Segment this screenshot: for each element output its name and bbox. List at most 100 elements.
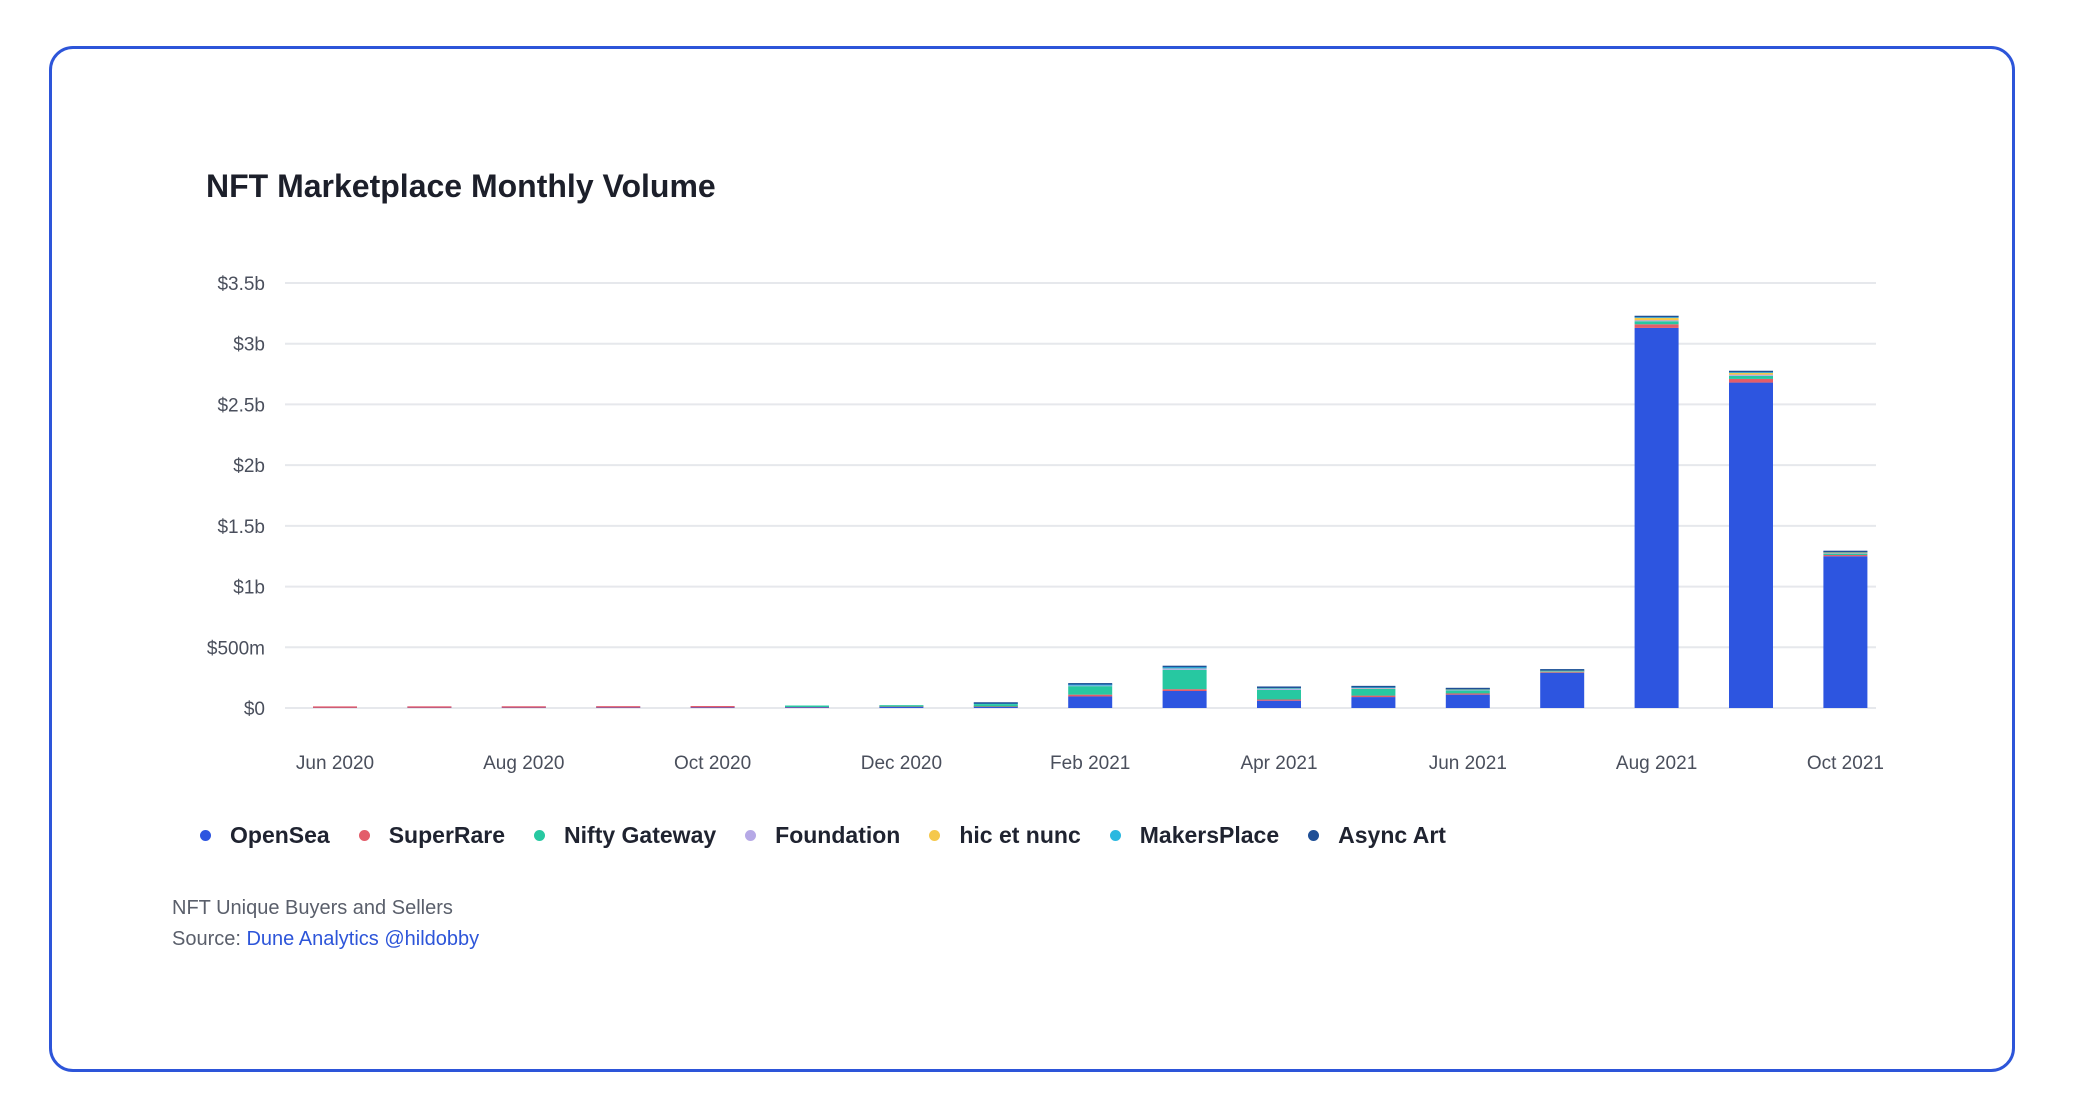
bar-segment (973, 706, 1018, 708)
bar-segment (1729, 382, 1773, 708)
bar-segment (313, 706, 357, 708)
bar-segment (1162, 666, 1207, 669)
x-tick-label: Jun 2021 (1429, 753, 1507, 774)
x-tick-label: Jun 2020 (296, 753, 374, 774)
legend-label: hic et nunc (959, 822, 1081, 848)
legend-label: Async Art (1338, 822, 1446, 848)
bar-segment (1729, 378, 1773, 383)
legend-dot-icon (200, 830, 211, 841)
bar-segment (973, 702, 1018, 704)
y-tick-label: $1b (233, 578, 265, 599)
bar-segment (1445, 687, 1490, 690)
y-tick-label: $3.5b (217, 274, 265, 295)
y-tick-label: $2b (233, 456, 265, 477)
legend-label: Nifty Gateway (564, 822, 717, 848)
source-line: Source: Dune Analytics @hildobby (172, 924, 479, 955)
legend-label: MakersPlace (1139, 822, 1280, 848)
bar-segment (1162, 691, 1207, 708)
bar-segment (1445, 694, 1490, 708)
footer-caption: NFT Unique Buyers and Sellers (172, 897, 453, 919)
bar-segment (1162, 689, 1207, 691)
bar-segment (1634, 327, 1679, 708)
bars (313, 315, 1868, 708)
legend-dot-icon (358, 830, 370, 841)
legend-label: OpenSea (230, 822, 330, 848)
legend-item[interactable]: MakersPlace (1109, 822, 1280, 849)
y-tick-label: $500m (207, 638, 265, 659)
bar-segment (1257, 686, 1301, 688)
y-tick-label: $1.5b (217, 517, 265, 538)
bar-segment (1823, 554, 1868, 557)
bar-segment (596, 706, 641, 708)
bar-segment (1729, 375, 1773, 379)
bar-segment (1729, 374, 1773, 376)
bar-segment (1445, 690, 1490, 694)
bar-segment (1351, 688, 1396, 696)
bar-segment (1257, 699, 1301, 701)
bar-segment (1162, 668, 1207, 670)
y-tick-label: $0 (244, 699, 265, 720)
y-tick-label: $2.5b (217, 395, 265, 416)
bar-segment (1540, 672, 1585, 708)
bar-segment (407, 706, 452, 708)
x-tick-label: Aug 2021 (1616, 753, 1697, 774)
bar-segment (1823, 553, 1868, 555)
y-tick-label: $3b (233, 335, 265, 356)
legend: OpenSea SuperRare Nifty Gateway Foundation h… (200, 822, 1475, 849)
bar-segment (1823, 550, 1868, 553)
bar-segment (1068, 696, 1113, 708)
bar-segment (1068, 683, 1113, 685)
legend-label: SuperRare (388, 822, 506, 848)
x-axis-labels: Jun 2020 Aug 2020 Oct 2020 Dec 2020 Feb 2021… (296, 753, 1884, 774)
bar-segment (1634, 317, 1679, 321)
bar-segment (1823, 556, 1868, 708)
bar-segment (1445, 693, 1490, 695)
legend-dot-icon (1109, 830, 1121, 841)
x-tick-label: Oct 2020 (674, 753, 751, 774)
chart-card (49, 46, 2015, 1072)
x-tick-label: Dec 2020 (861, 753, 942, 774)
bar-segment (1634, 315, 1679, 318)
chart-footer: NFT Unique Buyers and Sellers Source: Du… (172, 893, 479, 955)
source-link[interactable]: Dune Analytics @hildobby (246, 928, 480, 950)
bar-segment (1162, 665, 1207, 668)
bar-segment (1068, 694, 1113, 697)
bar-segment (690, 706, 735, 708)
bar-segment (1351, 697, 1396, 708)
x-tick-label: Aug 2020 (483, 753, 564, 774)
legend-item[interactable]: Foundation (745, 822, 900, 849)
bar-segment (501, 706, 546, 708)
bar-segment (1351, 685, 1396, 688)
legend-item[interactable]: Async Art (1308, 822, 1446, 849)
bar-segment (1257, 700, 1301, 708)
x-tick-label: Oct 2021 (1807, 753, 1884, 774)
bar-segment (1351, 695, 1396, 698)
bar-segment (1634, 319, 1679, 322)
bar-segment (1729, 370, 1773, 373)
chart-title: NFT Marketplace Monthly Volume (206, 168, 716, 204)
legend-dot-icon (929, 830, 941, 841)
legend-item[interactable]: hic et nunc (929, 822, 1081, 849)
bar-segment (879, 706, 924, 708)
bar-segment (1068, 686, 1113, 695)
bar-segment (785, 705, 829, 708)
legend-item[interactable]: Nifty Gateway (534, 822, 716, 849)
bar-segment (1634, 324, 1679, 328)
bar-segment (1162, 669, 1207, 690)
bar-segment (1068, 684, 1113, 686)
legend-item[interactable]: OpenSea (200, 822, 330, 849)
legend-item[interactable]: SuperRare (358, 822, 506, 849)
bar-segment (973, 704, 1018, 707)
bar-segment (1729, 372, 1773, 375)
bar-segment (1257, 688, 1301, 690)
bar-segment (879, 705, 924, 707)
legend-dot-icon (1308, 830, 1320, 841)
x-tick-label: Apr 2021 (1240, 753, 1317, 774)
legend-label: Foundation (775, 822, 901, 848)
bar-segment (1634, 321, 1679, 325)
bar-segment (1540, 669, 1585, 671)
legend-dot-icon (534, 830, 546, 841)
source-prefix: Source: (172, 928, 247, 950)
bar-segment (1257, 689, 1301, 700)
